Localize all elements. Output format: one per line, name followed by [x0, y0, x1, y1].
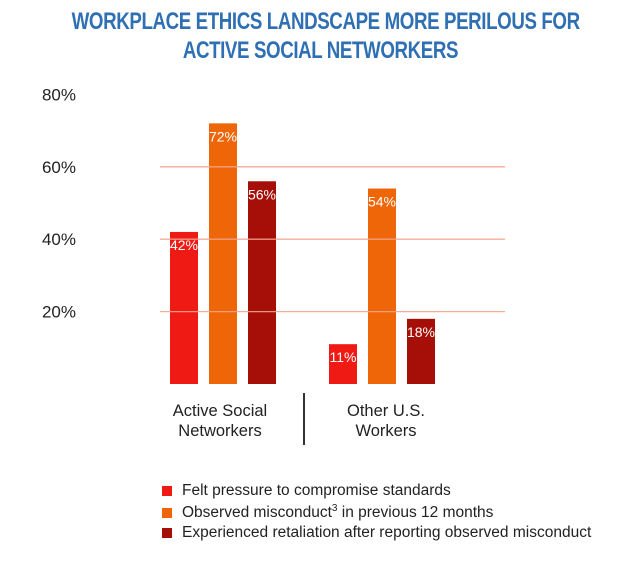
legend-item-misconduct: Observed misconduct3 in previous 12 mont… — [162, 503, 493, 522]
data-label: 56% — [248, 186, 276, 202]
category-label: Workers — [355, 422, 416, 440]
bar — [248, 181, 276, 384]
legend-label-misconduct: Observed misconduct3 in previous 12 mont… — [182, 503, 494, 522]
y-tick-label: 60% — [42, 158, 76, 177]
category-label: Other U.S. — [347, 402, 425, 420]
data-label: 11% — [330, 349, 357, 365]
bar — [329, 344, 357, 384]
category-label: Networkers — [178, 422, 261, 440]
data-label: 42% — [170, 237, 198, 253]
legend-item-retaliation: Experienced retaliation after reporting … — [162, 524, 591, 542]
plot-area: 20% 40% 60% 80% 42% 11% 72% 54% 56% 18% Active Soc… — [42, 85, 505, 445]
data-label: 18% — [407, 324, 435, 340]
bar — [170, 231, 198, 384]
bar — [407, 318, 435, 384]
y-tick-label: 80% — [42, 85, 76, 104]
legend-label-retaliation: Experienced retaliation after reporting … — [182, 524, 592, 541]
legend-swatch-pressure — [162, 486, 172, 496]
legend-item-pressure: Felt pressure to compromise standards — [162, 482, 451, 500]
legend-swatch-retaliation — [162, 528, 172, 538]
y-tick-label: 40% — [42, 230, 76, 249]
chart-title-line-2: ACTIVE SOCIAL NETWORKERS — [182, 37, 458, 64]
legend-swatch-misconduct — [162, 507, 172, 518]
legend-label-pressure: Felt pressure to compromise standards — [182, 482, 451, 499]
y-tick-label: 20% — [42, 303, 76, 322]
chart-title-line-1: WORKPLACE ETHICS LANDSCAPE MORE PERILOUS… — [71, 8, 580, 35]
bar — [368, 188, 396, 384]
category-label: Active Social — [173, 402, 267, 420]
bar — [209, 123, 237, 385]
data-label: 54% — [368, 194, 396, 210]
data-label: 72% — [209, 128, 237, 144]
